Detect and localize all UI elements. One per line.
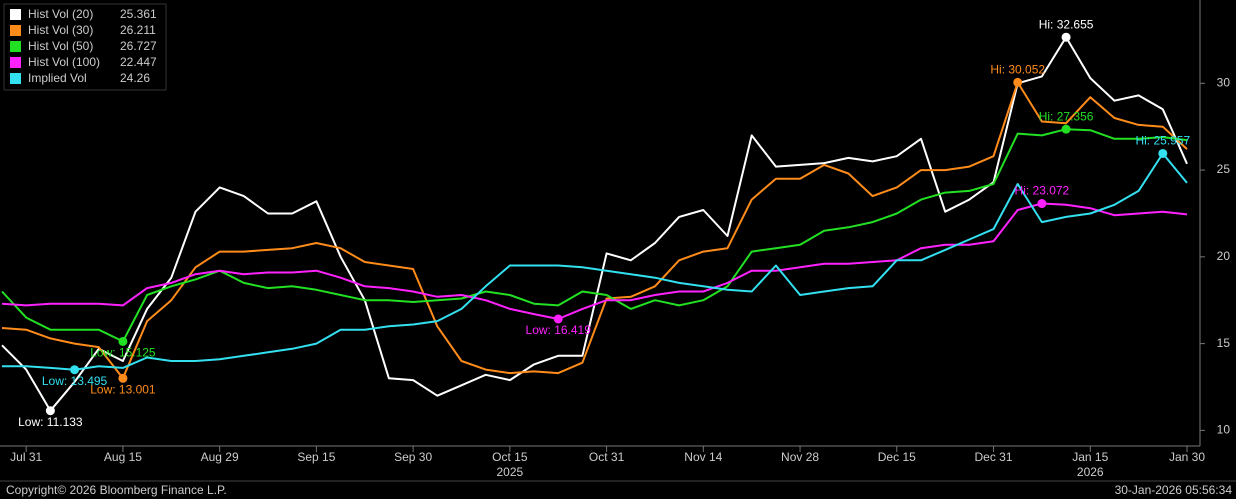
legend-swatch: [10, 9, 21, 20]
footer-right: 30-Jan-2026 05:56:34: [1115, 483, 1233, 497]
x-tick-label: Oct 15: [492, 450, 528, 464]
series-line: [1, 128, 1188, 343]
annotation-dot: [1061, 124, 1071, 134]
x-tick-label: Dec 15: [878, 450, 916, 464]
annotation-dot: [70, 365, 80, 375]
annotation-dot: [1061, 32, 1071, 42]
annotation-dot: [45, 406, 55, 416]
legend-box: [3, 3, 167, 91]
legend-value: 26.727: [120, 39, 157, 53]
annotation-label: Hi: 32.655: [1039, 17, 1094, 31]
series-line: [2, 152, 1188, 371]
legend-value: 24.26: [120, 71, 150, 85]
year-label: 2026: [1077, 465, 1104, 479]
footer-left: Copyright© 2026 Bloomberg Finance L.P.: [6, 483, 227, 497]
annotation-label: Hi: 25.957: [1135, 134, 1190, 148]
annotation-dot: [1158, 148, 1168, 158]
x-tick-label: Jan 30: [1169, 450, 1205, 464]
annotation-dot: [1013, 77, 1023, 87]
legend-swatch: [10, 57, 21, 68]
x-tick-label: Nov 14: [684, 450, 722, 464]
legend-value: 25.361: [120, 7, 157, 21]
legend-label: Hist Vol (50): [28, 39, 93, 53]
annotation-label: Low: 16.419: [526, 323, 592, 337]
annotation-label: Low: 11.133: [18, 415, 83, 429]
annotation-dot: [118, 336, 128, 346]
x-tick-label: Sep 15: [297, 450, 335, 464]
annotation-label: Low: 15.125: [90, 346, 156, 360]
y-tick-label: 25: [1217, 162, 1231, 176]
legend-value: 26.211: [120, 23, 156, 37]
annotation-dot: [118, 373, 128, 383]
x-tick-label: Aug 29: [201, 450, 239, 464]
legend-swatch: [10, 25, 21, 36]
legend-swatch: [10, 41, 21, 52]
legend-label: Hist Vol (100): [28, 55, 100, 69]
year-label: 2025: [497, 465, 524, 479]
y-tick-label: 30: [1217, 75, 1231, 89]
series-line: [1, 202, 1188, 320]
legend-swatch: [10, 73, 21, 84]
y-tick-label: 20: [1217, 249, 1231, 263]
x-tick-label: Nov 28: [781, 450, 819, 464]
y-tick-label: 15: [1217, 336, 1231, 350]
y-tick-label: 10: [1217, 423, 1231, 437]
annotation-label: Hi: 23.072: [1015, 184, 1070, 198]
annotation-dot: [553, 314, 563, 324]
legend-label: Hist Vol (20): [28, 7, 93, 21]
legend-label: Implied Vol: [28, 71, 87, 85]
annotation-label: Low: 13.001: [90, 382, 156, 396]
series-line: [1, 81, 1188, 380]
x-tick-label: Aug 15: [104, 450, 142, 464]
x-tick-label: Oct 31: [589, 450, 625, 464]
legend-value: 22.447: [120, 55, 157, 69]
annotation-label: Hi: 27.356: [1039, 109, 1094, 123]
x-tick-label: Jan 15: [1072, 450, 1108, 464]
annotation-label: Low: 13.495: [42, 374, 108, 388]
annotation-dot: [1037, 199, 1047, 209]
annotation-label: Hi: 30.052: [990, 63, 1045, 77]
x-tick-label: Jul 31: [10, 450, 42, 464]
legend-label: Hist Vol (30): [28, 23, 93, 37]
x-tick-label: Sep 30: [394, 450, 432, 464]
x-tick-label: Dec 31: [975, 450, 1013, 464]
